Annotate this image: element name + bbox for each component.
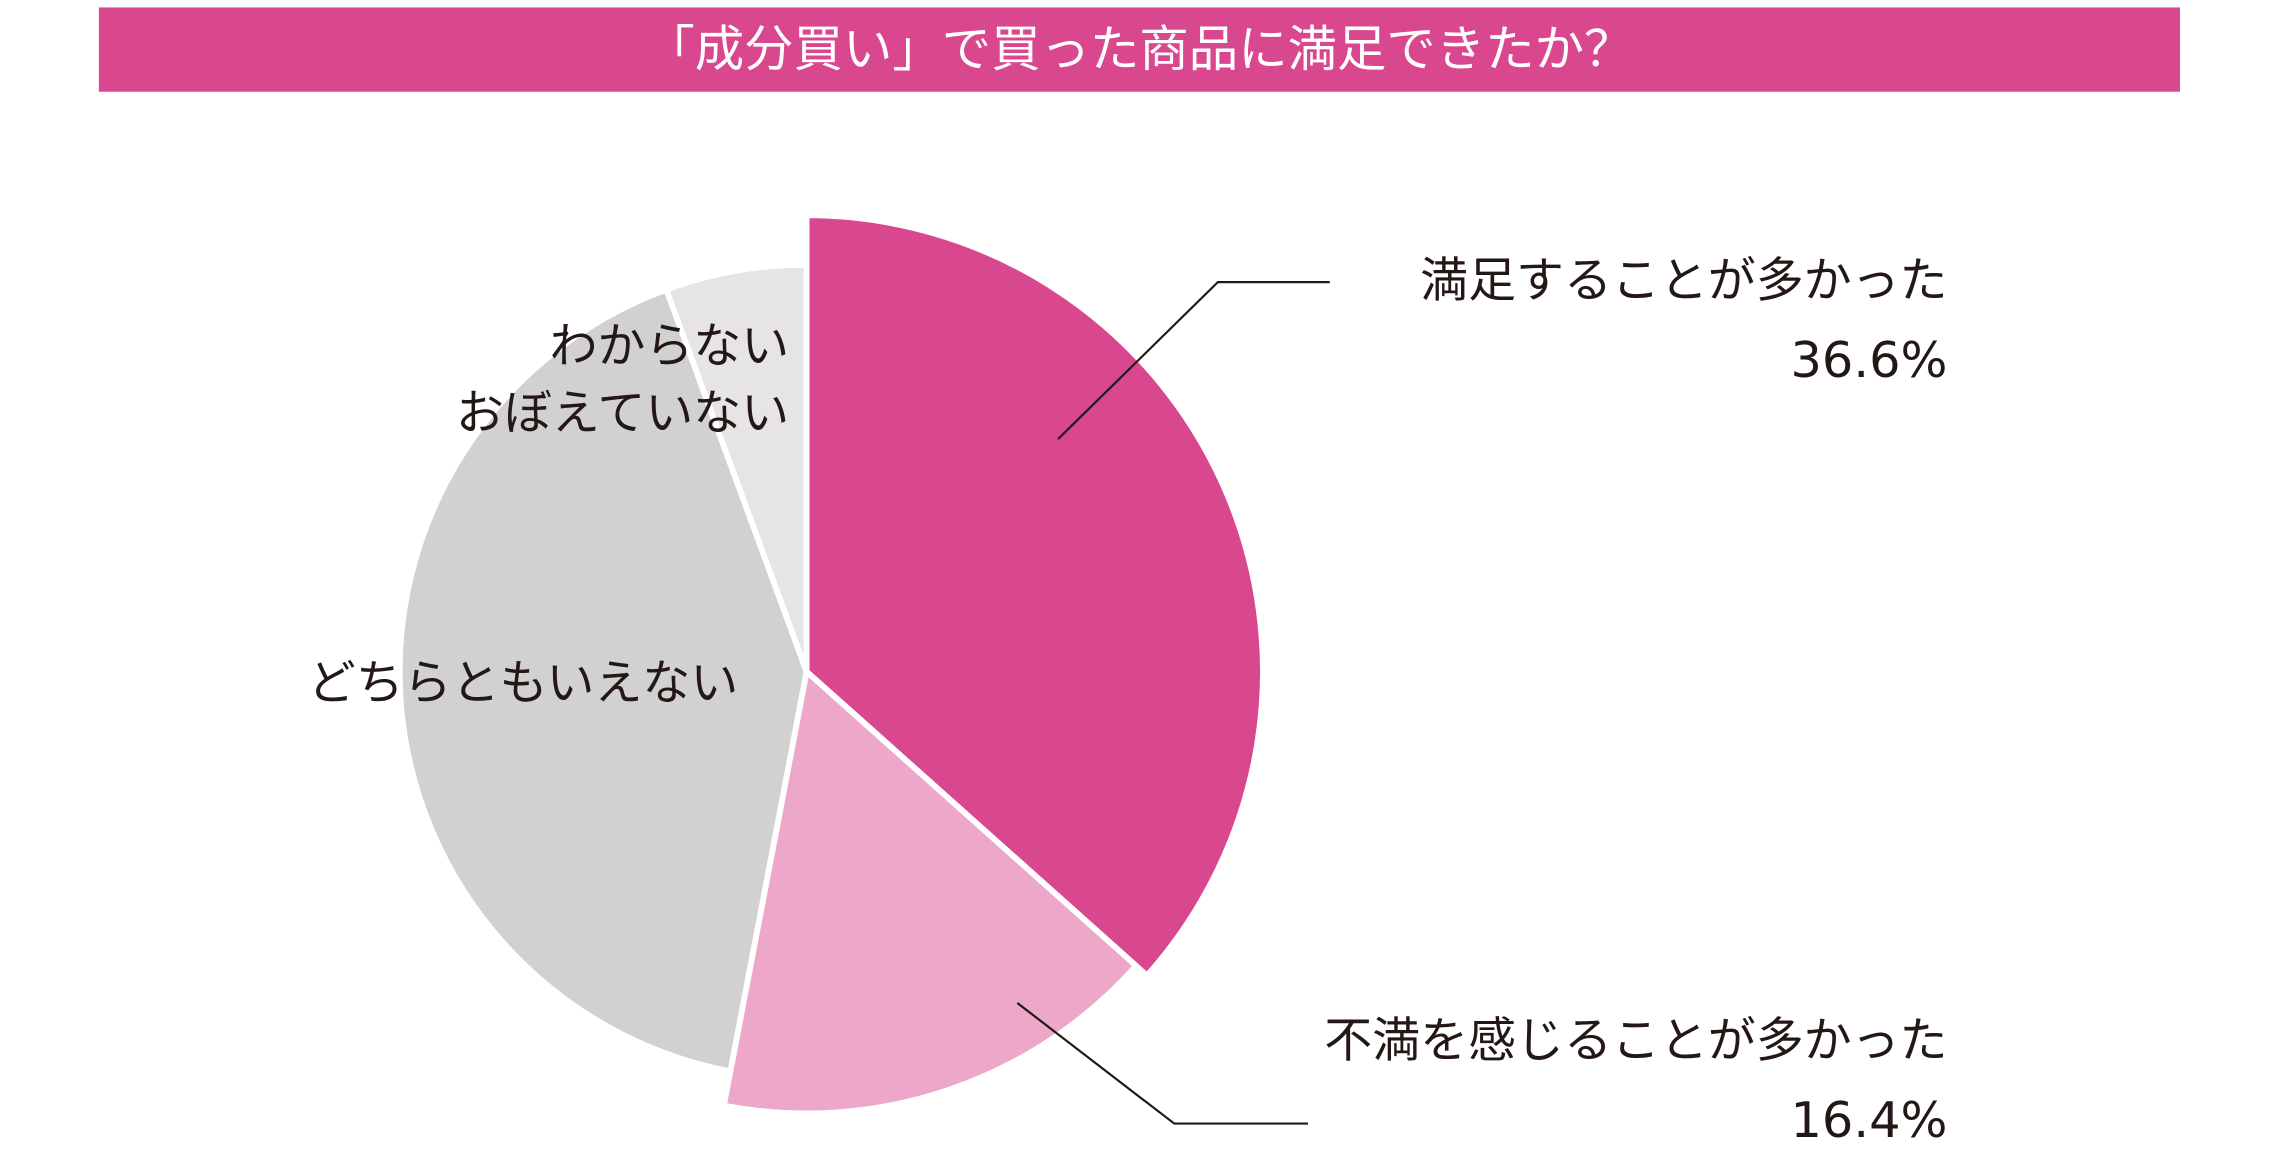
pie-slice [663, 261, 810, 675]
leader-line [1016, 1002, 1308, 1125]
chart-title: 「成分買い」で買った商品に満足できたか？ [645, 20, 1633, 78]
slice-label: わからないおぼえていない [456, 318, 789, 441]
value-label: 16.4% [1791, 1091, 1948, 1149]
pie-slice [803, 212, 1266, 979]
value-label: 36.6% [1791, 331, 1948, 389]
slice-label: 不満を感じることが多かった [1324, 1013, 1947, 1069]
pie-slice [396, 286, 810, 1075]
leader-line [1057, 281, 1330, 440]
title-bar [98, 7, 2180, 92]
slice-label: 満足することが多かった [1420, 253, 1947, 309]
slice-label: どちらともいえない [308, 655, 738, 711]
pie-slice [720, 668, 1140, 1117]
